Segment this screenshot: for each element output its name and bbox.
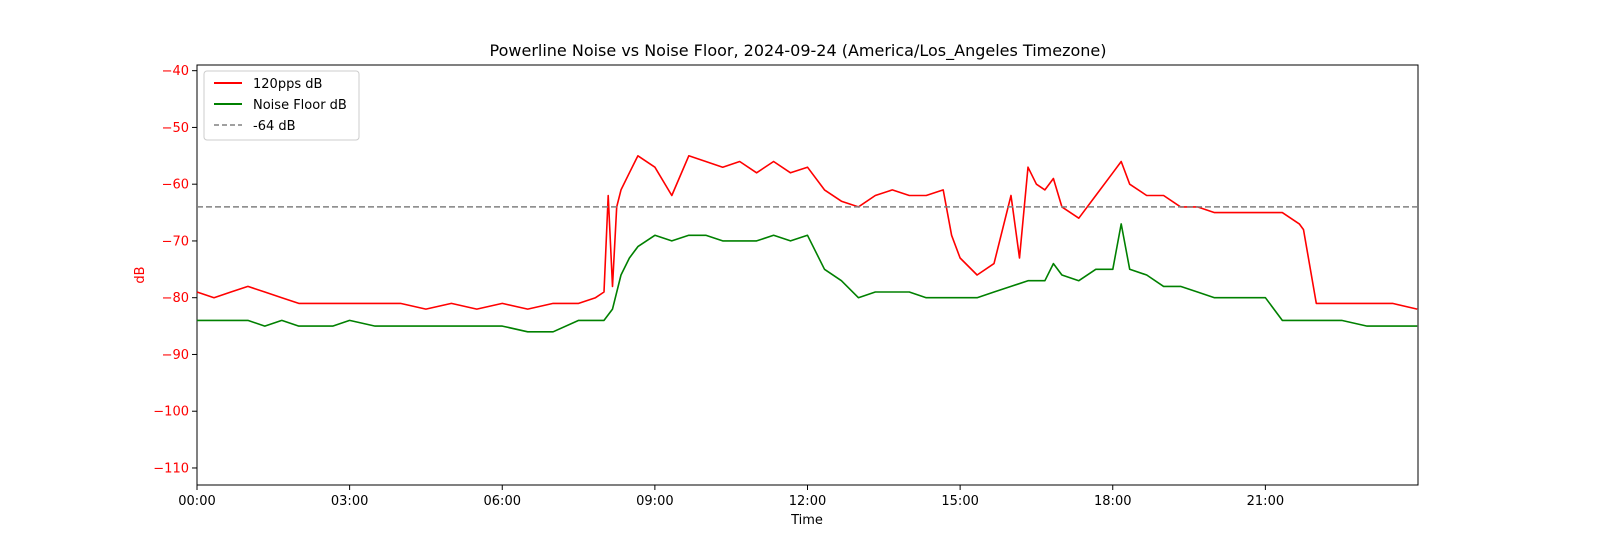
series-120pps-line — [196, 155, 1418, 310]
x-tick-label: 12:00 — [789, 494, 826, 509]
y-tick-label: −40 — [162, 64, 189, 79]
y-tick-label: −90 — [162, 348, 189, 363]
legend-label-120pps: 120pps dB — [253, 77, 322, 92]
y-tick-label: −50 — [162, 121, 189, 136]
x-tick-label: 06:00 — [484, 494, 521, 509]
legend-box — [203, 70, 360, 141]
x-tick-label: 03:00 — [331, 494, 368, 509]
series-layer — [196, 155, 1418, 333]
series-noise-floor-line — [197, 223, 1418, 333]
plot-area: 00:00 03:00 06:00 09:00 12:00 15:00 18:00 21:00… — [153, 64, 1419, 509]
legend: 120pps dB Noise Floor dB -64 dB — [203, 70, 360, 141]
chart-title: Powerline Noise vs Noise Floor, 2024-09-… — [490, 41, 1107, 61]
x-tick-label: 09:00 — [636, 494, 673, 509]
y-tick-label: −110 — [153, 461, 189, 476]
x-axis-title: Time — [790, 513, 823, 528]
legend-label-noise-floor: Noise Floor dB — [253, 98, 347, 113]
legend-label-reference: -64 dB — [253, 119, 296, 134]
y-tick-label: −100 — [153, 405, 189, 420]
y-axis: −40 −50 −60 −70 −80 −90 −100 −110 — [153, 64, 197, 476]
y-tick-label: −60 — [162, 178, 189, 193]
y-tick-label: −80 — [162, 291, 189, 306]
x-tick-label: 21:00 — [1247, 494, 1284, 509]
y-axis-title: dB — [133, 266, 148, 283]
x-tick-label: 00:00 — [178, 494, 215, 509]
plot-frame — [196, 64, 1419, 486]
x-tick-label: 18:00 — [1094, 494, 1131, 509]
y-tick-label: −70 — [162, 234, 189, 249]
x-axis: 00:00 03:00 06:00 09:00 12:00 15:00 18:00 21:00 — [178, 485, 1284, 509]
x-tick-label: 15:00 — [941, 494, 978, 509]
